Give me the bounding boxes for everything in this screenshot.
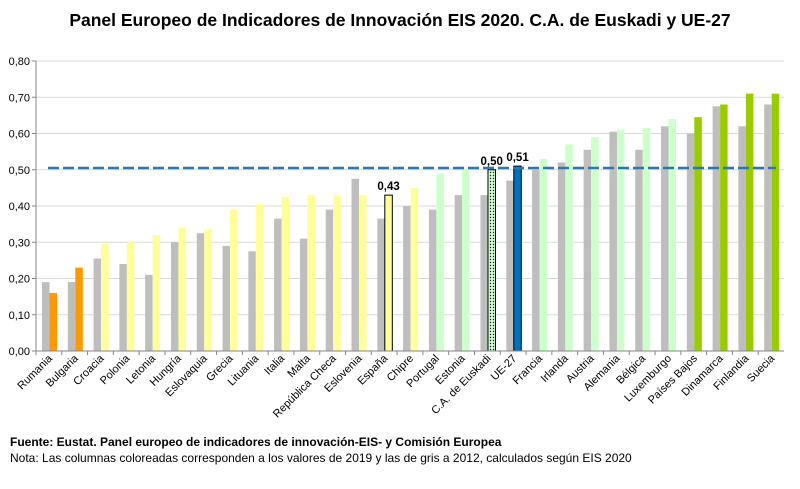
y-tick-label: 0,70 bbox=[9, 92, 30, 104]
bar-2019 bbox=[565, 144, 573, 351]
bar-2012 bbox=[532, 169, 540, 351]
bar-2019 bbox=[384, 194, 393, 352]
bar-2019 bbox=[75, 267, 83, 351]
bar-2019 bbox=[281, 196, 290, 351]
bar-2012 bbox=[403, 206, 411, 351]
y-tick-label: 0,00 bbox=[9, 346, 30, 358]
bar-2012 bbox=[428, 209, 437, 351]
bar-2019 bbox=[462, 169, 470, 351]
note-text: Nota: Las columnas coloreadas correspond… bbox=[10, 451, 632, 465]
bar-2012 bbox=[506, 180, 514, 351]
data-label: 0,51 bbox=[506, 152, 529, 164]
bar-2012 bbox=[119, 264, 127, 351]
bar-2019 bbox=[616, 129, 625, 351]
bar-2012 bbox=[170, 242, 179, 351]
y-tick-label: 0,20 bbox=[9, 274, 30, 286]
bar-2012 bbox=[557, 162, 566, 351]
bar-2019 bbox=[204, 229, 212, 351]
bar-2019 bbox=[178, 227, 186, 351]
y-tick-label: 0,80 bbox=[9, 56, 30, 68]
bar-2012 bbox=[454, 195, 463, 351]
bar-2012 bbox=[583, 149, 592, 351]
bar-2019 bbox=[771, 93, 780, 351]
y-tick-label: 0,10 bbox=[9, 310, 30, 322]
bar-2019 bbox=[126, 242, 135, 351]
bar-2012 bbox=[299, 238, 308, 351]
bar-2019 bbox=[333, 195, 341, 351]
bar-2012 bbox=[351, 178, 360, 351]
data-label: 0,43 bbox=[377, 181, 399, 193]
x-tick-label: España bbox=[355, 352, 390, 387]
y-tick-label: 0,50 bbox=[9, 165, 30, 177]
bar-2012 bbox=[325, 209, 334, 351]
bar-2019 bbox=[720, 104, 728, 351]
bar-2012 bbox=[274, 218, 282, 351]
x-tick-label: Suecia bbox=[745, 352, 778, 385]
y-tick-label: 0,40 bbox=[9, 201, 30, 213]
bar-2019 bbox=[255, 204, 264, 351]
y-tick-label: 0,30 bbox=[9, 237, 30, 249]
bar-2019 bbox=[694, 117, 702, 351]
bar-2012 bbox=[686, 133, 695, 351]
bar-2012 bbox=[222, 245, 231, 351]
bar-2012 bbox=[764, 104, 772, 351]
y-tick-label: 0,60 bbox=[9, 129, 30, 141]
bar-2019 bbox=[513, 165, 522, 352]
bar-2012 bbox=[248, 251, 256, 351]
bar-2019 bbox=[101, 244, 109, 351]
bar-2019 bbox=[152, 235, 161, 351]
bar-2012 bbox=[145, 274, 153, 351]
bar-2019 bbox=[591, 137, 599, 351]
bar-2012 bbox=[661, 126, 669, 351]
bar-2012 bbox=[42, 282, 50, 351]
bar-2019 bbox=[745, 93, 754, 351]
bar-2019 bbox=[642, 128, 651, 351]
bar-2019 bbox=[230, 209, 238, 351]
bar-2012 bbox=[196, 233, 205, 351]
source-text: Fuente: Eustat. Panel europeo de indicad… bbox=[10, 435, 502, 449]
x-tick-label: Francia bbox=[511, 352, 546, 387]
bar-2019 bbox=[359, 195, 367, 351]
bar-2012 bbox=[635, 149, 643, 351]
bar-2012 bbox=[377, 218, 385, 351]
x-tick-label: Italia bbox=[262, 352, 288, 378]
bar-2012 bbox=[738, 126, 746, 351]
bar-2012 bbox=[67, 282, 76, 351]
bar-2012 bbox=[480, 195, 488, 351]
bar-2019 bbox=[307, 195, 315, 351]
chart-title: Panel Europeo de Indicadores de Innovaci… bbox=[69, 10, 731, 30]
bar-2012 bbox=[93, 258, 102, 351]
bar-2019 bbox=[49, 293, 57, 351]
data-label: 0,50 bbox=[481, 156, 503, 168]
bar-2019 bbox=[410, 187, 419, 351]
bar-2019 bbox=[539, 158, 548, 351]
bar-2012 bbox=[712, 106, 721, 351]
bar-2019 bbox=[487, 169, 496, 352]
bar-2019 bbox=[668, 119, 677, 351]
bar-2019 bbox=[436, 173, 444, 351]
bar-2012 bbox=[609, 131, 617, 351]
